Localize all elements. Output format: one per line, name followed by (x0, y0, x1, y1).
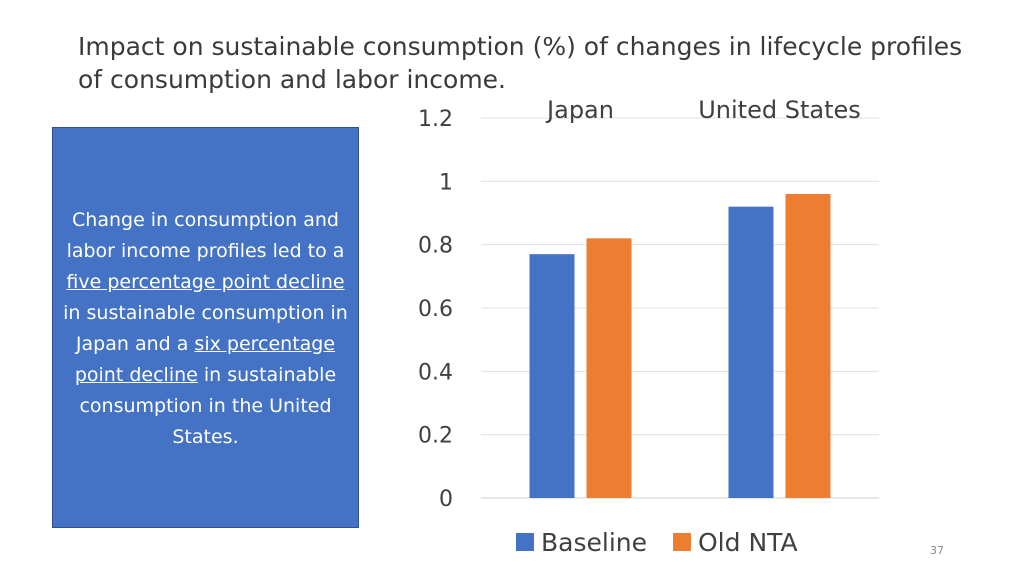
legend-item-baseline: Baseline (516, 528, 647, 557)
bar-baseline (529, 254, 575, 498)
legend-label-old-nta: Old NTA (698, 527, 798, 557)
category-label: United States (698, 96, 861, 124)
legend-swatch-old-nta (673, 533, 691, 551)
y-tick-label: 0.4 (418, 360, 453, 385)
y-tick-label: 0.6 (418, 297, 453, 322)
callout-text-part-2: in sustainable consumption in Japan and … (63, 301, 348, 355)
y-tick-label: 1 (439, 170, 453, 195)
callout-text-part-1: Change in consumption and labor income p… (66, 208, 345, 262)
bar-old-nta (586, 238, 632, 499)
callout-text-part-3: in sustainable consumption in the United… (79, 363, 337, 448)
chart-legend: Baseline Old NTA (516, 527, 824, 557)
callout-text: Change in consumption and labor income p… (57, 205, 355, 453)
bar-chart: 0 0.2 0.4 0.6 0.8 1 1.2 Japan United States (418, 96, 879, 512)
page-number: 37 (930, 544, 944, 557)
bar-old-nta (785, 194, 831, 498)
y-tick-label: 0.2 (418, 424, 453, 449)
legend-swatch-baseline (516, 533, 534, 551)
y-tick-label: 0.8 (418, 234, 453, 259)
callout-box: Change in consumption and labor income p… (52, 127, 359, 528)
legend-label-baseline: Baseline (541, 527, 647, 557)
callout-underline-us: six percentage point decline (74, 332, 336, 386)
slide-title: Impact on sustainable consumption (%) of… (78, 32, 963, 94)
bar-baseline (728, 206, 774, 498)
y-tick-label: 1.2 (418, 107, 453, 132)
y-tick-label: 0 (439, 487, 453, 512)
legend-item-old-nta: Old NTA (673, 528, 798, 557)
category-label: Japan (545, 96, 614, 124)
callout-underline-japan: five percentage point decline (66, 270, 345, 293)
